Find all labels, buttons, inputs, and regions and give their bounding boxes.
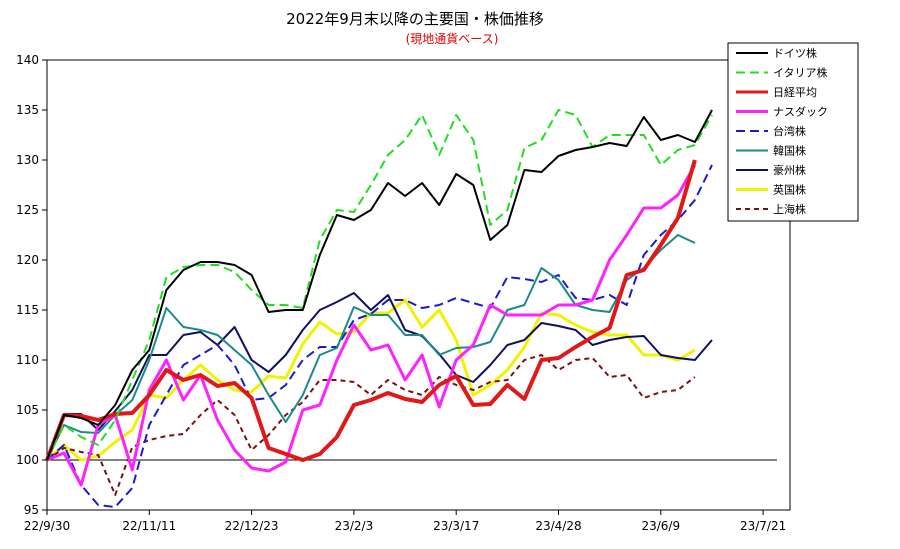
x-tick-label: 22/11/11 xyxy=(122,519,176,533)
x-tick-label: 23/7/21 xyxy=(740,519,786,533)
y-tick-label: 120 xyxy=(16,253,39,267)
chart-title: 2022年9月末以降の主要国・株価推移 xyxy=(286,10,544,28)
legend-label: 韓国株 xyxy=(773,144,806,158)
x-tick-label: 22/9/30 xyxy=(24,519,70,533)
series-lines xyxy=(45,109,713,508)
y-axis: 95 100 105 110 115 120 125 130 135 140 xyxy=(16,53,47,517)
series-line-8 xyxy=(46,354,696,496)
x-tick-label: 23/6/9 xyxy=(641,519,680,533)
plot-area xyxy=(46,59,791,511)
y-tick-label: 100 xyxy=(16,453,39,467)
y-tick-label: 140 xyxy=(16,53,39,67)
x-axis: 22/9/30 22/11/11 22/12/23 23/2/3 23/3/17 23/4… xyxy=(24,510,786,533)
legend-label: 豪州株 xyxy=(773,163,806,177)
legend-label: ナスダック xyxy=(773,105,828,119)
x-tick-label: 23/3/17 xyxy=(433,519,479,533)
series-line-4 xyxy=(46,164,713,508)
series-line-1 xyxy=(46,109,713,461)
y-tick-label: 130 xyxy=(16,153,39,167)
series-line-7 xyxy=(46,298,696,462)
y-tick-label: 105 xyxy=(16,403,39,417)
legend-label: 台湾株 xyxy=(773,124,806,138)
y-tick-label: 95 xyxy=(24,503,39,517)
x-tick-label: 22/12/23 xyxy=(225,519,279,533)
x-tick-label: 23/4/28 xyxy=(535,519,581,533)
y-tick-label: 135 xyxy=(16,103,39,117)
y-tick-label: 125 xyxy=(16,203,39,217)
series-line-6 xyxy=(46,292,713,461)
legend-box xyxy=(727,42,859,222)
legend-label: 日経平均 xyxy=(773,86,817,99)
y-tick-label: 110 xyxy=(16,353,39,367)
legend-label: 英国株 xyxy=(773,183,806,197)
y-tick-label: 115 xyxy=(16,303,39,317)
series-line-5 xyxy=(46,234,696,461)
series-line-3 xyxy=(46,164,697,487)
legend-label: イタリア株 xyxy=(773,66,828,80)
series-line-2 xyxy=(45,159,697,462)
legend-label: ドイツ株 xyxy=(773,46,817,60)
x-tick-label: 23/2/3 xyxy=(335,519,374,533)
legend-label: 上海株 xyxy=(773,202,806,216)
series-line-0 xyxy=(46,109,713,461)
chart-subtitle: (現地通貨ベース) xyxy=(406,31,499,46)
